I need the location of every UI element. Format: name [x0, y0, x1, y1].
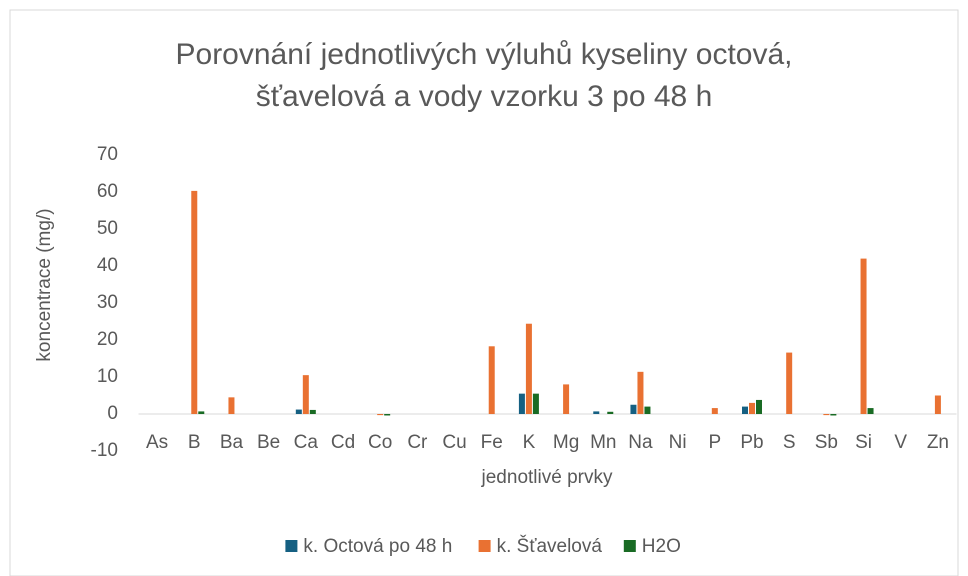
x-tick-label: Mn	[590, 432, 616, 453]
y-tick-label: 20	[97, 329, 118, 350]
x-tick-label: Ba	[220, 432, 244, 453]
bar	[228, 397, 235, 414]
bar	[563, 384, 570, 414]
bar	[607, 411, 614, 414]
y-axis-label: koncentrace (mg/)	[34, 208, 55, 361]
bar	[525, 323, 532, 414]
y-tick-label: 40	[97, 255, 118, 276]
x-tick-label: Ca	[294, 432, 319, 453]
bar	[191, 190, 198, 414]
legend-label: H2O	[642, 536, 681, 557]
y-tick-label: 10	[97, 366, 118, 387]
bar	[830, 414, 837, 416]
y-tick-label: -10	[91, 440, 118, 461]
bar	[756, 399, 762, 414]
bar	[593, 411, 600, 414]
bar	[384, 414, 391, 416]
x-tick-label: Fe	[481, 432, 503, 453]
bar	[295, 409, 302, 414]
x-tick-label: V	[894, 432, 907, 453]
bar	[488, 346, 495, 414]
bar	[860, 258, 867, 414]
y-tick-label: 0	[107, 403, 118, 424]
x-tick-label: Co	[368, 432, 392, 453]
chart-border	[9, 9, 959, 576]
bar	[934, 395, 941, 414]
x-tick-label: Be	[257, 432, 280, 453]
bar	[532, 393, 539, 414]
y-tick-label: 30	[97, 292, 118, 313]
legend-swatch	[623, 540, 636, 552]
x-tick-label: Na	[628, 432, 653, 453]
x-tick-label: B	[188, 432, 201, 453]
x-tick-label: Mg	[553, 432, 579, 453]
x-tick-label: Cu	[442, 432, 466, 453]
y-tick-label: 60	[97, 181, 118, 202]
bar	[198, 411, 205, 414]
bar	[302, 375, 309, 414]
x-tick-label: S	[783, 432, 796, 453]
x-tick-label: Si	[855, 432, 872, 453]
bar	[867, 408, 874, 414]
bar	[823, 414, 830, 416]
bar	[711, 408, 718, 414]
bar	[637, 371, 644, 414]
legend-label: k. Octová po 48 h	[303, 536, 452, 557]
legend-swatch	[285, 540, 298, 552]
bar	[786, 352, 793, 414]
chart-title: Porovnání jednotlivých výluhů kyseliny o…	[175, 38, 793, 113]
bar	[742, 406, 748, 414]
x-tick-label: Sb	[815, 432, 838, 453]
bar	[630, 404, 637, 414]
y-tick-label: 50	[97, 218, 118, 239]
x-tick-label: As	[146, 432, 168, 453]
legend-swatch	[478, 540, 491, 552]
bar	[749, 402, 755, 414]
bar	[518, 393, 525, 414]
x-tick-label: P	[708, 432, 721, 453]
x-tick-label: K	[523, 432, 536, 453]
x-tick-label: Cd	[331, 432, 355, 453]
x-tick-label: Pb	[740, 432, 763, 453]
x-axis-label: jednotlivé prvky	[481, 467, 613, 488]
x-tick-label: Zn	[927, 432, 949, 453]
bar	[644, 406, 651, 414]
x-tick-label: Ni	[669, 432, 687, 453]
y-tick-label: 70	[97, 144, 118, 165]
x-tick-label: Cr	[407, 432, 428, 453]
legend-label: k. Šťavelová	[497, 535, 603, 557]
bar	[309, 409, 316, 414]
bar	[377, 414, 384, 416]
